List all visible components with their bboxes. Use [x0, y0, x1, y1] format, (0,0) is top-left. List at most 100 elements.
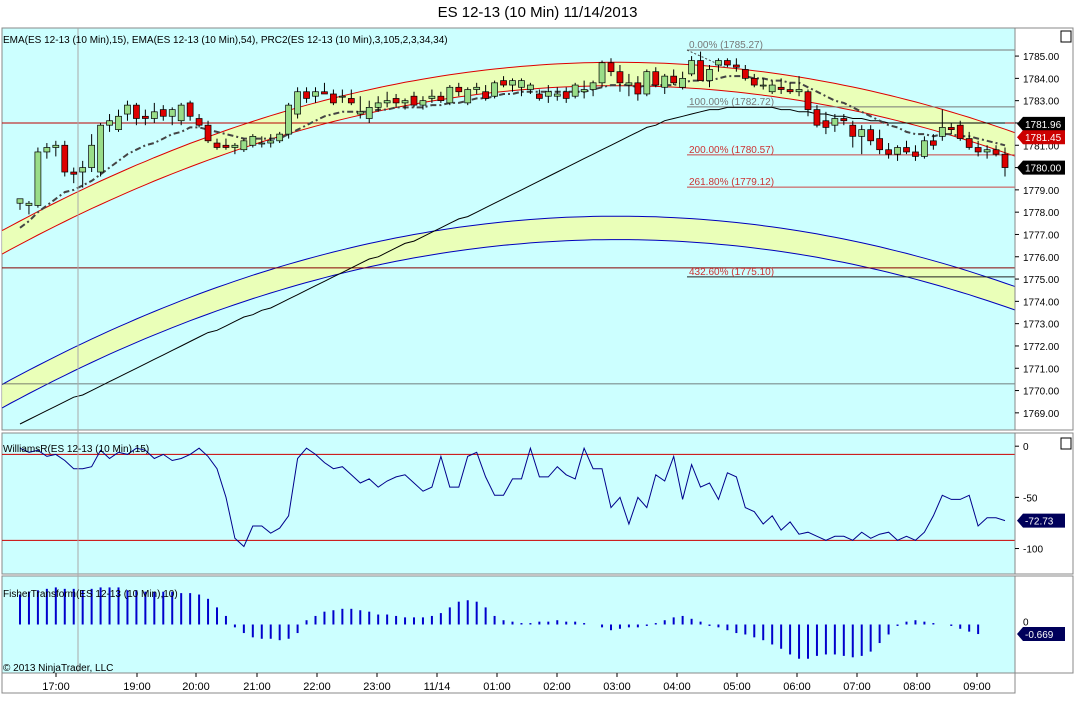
- price-tick-label: 1785.00: [1023, 52, 1060, 63]
- candle-body: [303, 91, 310, 99]
- candle: [339, 89, 346, 103]
- text-overlay: EMA(ES 12-13 (10 Min),15), EMA(ES 12-13 …: [3, 35, 448, 674]
- candle: [419, 96, 427, 110]
- candle: [607, 58, 615, 77]
- candle: [1001, 147, 1009, 177]
- candle: [813, 105, 821, 128]
- candle: [97, 122, 104, 177]
- candle-body: [16, 198, 24, 204]
- candle-body: [294, 91, 301, 115]
- price-panel-label: EMA(ES 12-13 (10 Min),15), EMA(ES 12-13 …: [3, 35, 448, 46]
- candle-body: [133, 104, 140, 119]
- panel-float-button: [1060, 30, 1072, 43]
- price-tick-label: 1784.00: [1023, 74, 1060, 85]
- copyright-text: © 2013 NinjaTrader, LLC: [3, 663, 113, 674]
- williams-axis: 0 -50 -100 -72.73: [1014, 432, 1074, 575]
- candle: [401, 98, 409, 110]
- prc-upper-band: [2, 62, 1023, 255]
- candle: [536, 89, 543, 101]
- candle: [204, 120, 212, 144]
- candle: [428, 89, 436, 103]
- candle: [43, 143, 51, 159]
- candle-body: [79, 167, 87, 173]
- fib-level-label: 432.60% (1775.10): [689, 267, 774, 278]
- candle: [303, 87, 310, 103]
- candle: [786, 82, 794, 94]
- candle: [544, 85, 552, 103]
- candle: [643, 69, 651, 97]
- panel-float-button: [1060, 437, 1072, 450]
- candle-body: [186, 102, 194, 117]
- candle: [133, 102, 140, 126]
- williams-r-label: WilliamsR(ES 12-13 (10 Min),15): [3, 444, 149, 455]
- candle-body: [741, 69, 749, 79]
- price-tick-label: 1777.00: [1023, 230, 1060, 241]
- candle: [750, 73, 758, 88]
- candle: [294, 87, 301, 119]
- candle: [795, 76, 803, 97]
- candle-body: [231, 144, 239, 148]
- candle: [231, 143, 239, 155]
- candle: [679, 71, 686, 90]
- candle: [16, 198, 24, 210]
- williams-r-panel[interactable]: 0 -50 -100 -72.73: [1, 432, 1074, 575]
- time-tick-label: 01:00: [483, 681, 511, 693]
- time-tick-label: 23:00: [363, 681, 391, 693]
- candle: [88, 134, 95, 173]
- fisher-last-tag-bg: [1017, 627, 1065, 642]
- ema15-price-tag-bg: [1017, 130, 1065, 145]
- candle: [670, 69, 678, 86]
- candle: [580, 80, 588, 99]
- candle-body: [750, 78, 758, 86]
- candle: [840, 114, 848, 126]
- candle: [124, 100, 131, 121]
- candle-body: [527, 84, 534, 90]
- candle: [276, 131, 284, 144]
- candle-body: [724, 60, 731, 66]
- candle-body: [992, 149, 1000, 155]
- candle: [527, 82, 534, 94]
- candle: [34, 147, 42, 208]
- candle-body: [903, 147, 910, 153]
- time-tick-label: 09:00: [963, 681, 991, 693]
- prc-lower-band: [2, 216, 1023, 408]
- candle: [965, 131, 973, 150]
- williams-plot-area: [1, 432, 1016, 575]
- candle-body: [840, 118, 848, 122]
- candle-body: [876, 138, 883, 151]
- candle-body: [571, 84, 579, 97]
- time-tick-label: 03:00: [603, 681, 631, 693]
- candle: [715, 58, 722, 72]
- candle-body: [464, 89, 472, 104]
- candle-body: [88, 144, 95, 168]
- candle-body: [437, 95, 445, 102]
- candle-body: [912, 151, 919, 157]
- candle-body: [43, 147, 51, 153]
- last-price-tag-text: 1780.00: [1025, 164, 1062, 175]
- candle: [885, 143, 892, 159]
- candle-body: [536, 93, 543, 99]
- williams-r-line: [19, 446, 1006, 548]
- candle: [491, 80, 498, 99]
- candle-body: [930, 140, 937, 146]
- candle: [894, 145, 901, 161]
- price-tick-label: 1778.00: [1023, 208, 1060, 219]
- price-panel[interactable]: 0.00% (1785.27) 100.00% (1782.72) 200.00% …: [1, 27, 1074, 431]
- candle-body: [240, 140, 248, 151]
- candle: [518, 78, 525, 97]
- time-axis: 17:00 19:00 20:00 21:00 22:00 23:00 11/14 01:00…: [1, 672, 1016, 694]
- candle-body: [634, 82, 642, 95]
- last-price-tag-bg: [1017, 160, 1065, 175]
- candle: [249, 134, 257, 148]
- candle: [867, 125, 875, 146]
- candle: [992, 145, 1000, 157]
- candle: [706, 64, 713, 88]
- candle-body: [965, 138, 973, 148]
- candle-body: [347, 98, 355, 104]
- candle: [240, 138, 248, 152]
- candle-body: [562, 91, 570, 99]
- fisher-transform-panel[interactable]: 0-0.669: [1, 575, 1074, 674]
- candle-body: [446, 86, 454, 104]
- candle-body: [339, 95, 346, 98]
